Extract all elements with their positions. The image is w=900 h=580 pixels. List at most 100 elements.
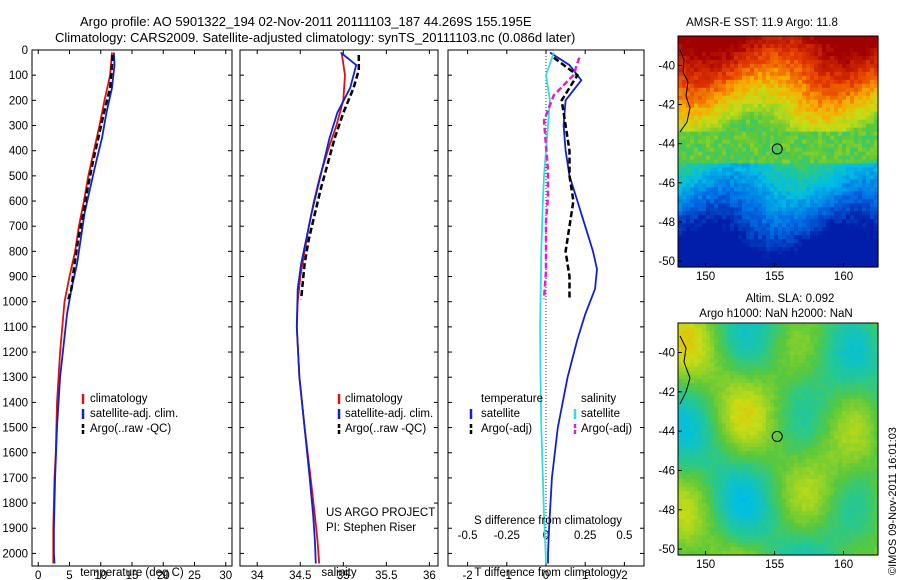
map-cell bbox=[794, 43, 799, 49]
map-cell bbox=[818, 375, 823, 380]
map-cell bbox=[718, 91, 723, 97]
map-cell bbox=[830, 115, 835, 121]
map-cell bbox=[790, 403, 795, 408]
map-cell bbox=[718, 403, 723, 408]
map-cell bbox=[798, 199, 803, 204]
map-cell bbox=[778, 375, 783, 380]
map-cell bbox=[790, 63, 795, 69]
map-cell bbox=[742, 227, 747, 232]
map-cell bbox=[778, 371, 783, 376]
map-cell bbox=[838, 375, 843, 380]
map-cell bbox=[694, 143, 699, 149]
difference-axis: -2 -1 0 1 2-0.5 -0.25 0 0.25 0.5 bbox=[448, 49, 644, 580]
map-cell bbox=[794, 195, 799, 200]
map-cell bbox=[690, 259, 695, 264]
map-cell bbox=[866, 143, 871, 149]
map-cell bbox=[802, 47, 807, 53]
map-cell bbox=[838, 407, 843, 412]
map-cell bbox=[798, 395, 803, 400]
map-cell bbox=[858, 91, 863, 97]
map-cell bbox=[754, 455, 759, 460]
map-cell bbox=[706, 79, 711, 85]
legend-label-climatology: climatology bbox=[90, 393, 148, 405]
map-cell bbox=[826, 111, 831, 117]
map-cell bbox=[806, 431, 811, 436]
x2-tick-label: -0.5 bbox=[458, 530, 478, 542]
map-cell bbox=[794, 455, 799, 460]
map-cell bbox=[842, 187, 847, 192]
map-cell bbox=[734, 367, 739, 372]
map-cell bbox=[754, 215, 759, 220]
map-cell bbox=[746, 107, 751, 113]
map-cell bbox=[842, 71, 847, 77]
map-cell bbox=[802, 351, 807, 356]
map-cell bbox=[818, 459, 823, 464]
map-cell bbox=[806, 139, 811, 145]
map-cell bbox=[678, 87, 683, 93]
map-cell bbox=[690, 355, 695, 360]
map-cell bbox=[730, 43, 735, 49]
map-cell bbox=[814, 379, 819, 384]
map-cell bbox=[718, 223, 723, 228]
map-cell bbox=[790, 391, 795, 396]
map-cell bbox=[694, 235, 699, 240]
map-cell bbox=[766, 247, 771, 252]
map-cell bbox=[758, 439, 763, 444]
map-cell bbox=[710, 71, 715, 77]
map-cell bbox=[870, 399, 875, 404]
map-cell bbox=[678, 135, 683, 141]
map-cell bbox=[810, 235, 815, 240]
map-cell bbox=[810, 443, 815, 448]
map-cell bbox=[678, 55, 683, 61]
map-cell bbox=[810, 123, 815, 129]
map-cell bbox=[830, 36, 835, 41]
map-cell bbox=[778, 36, 783, 41]
map-cell bbox=[834, 83, 839, 89]
map-cell bbox=[858, 155, 863, 161]
difference-x2label: S difference from climatology bbox=[474, 515, 622, 527]
map-cell bbox=[830, 235, 835, 240]
map-cell bbox=[870, 183, 875, 188]
map-cell bbox=[874, 103, 879, 109]
map-cell bbox=[862, 451, 867, 456]
map-cell bbox=[806, 147, 811, 153]
map-cell bbox=[702, 335, 707, 340]
map-cell bbox=[710, 371, 715, 376]
map-cell bbox=[778, 247, 783, 252]
map-cell bbox=[782, 347, 787, 352]
map-cell bbox=[746, 179, 751, 184]
map-cell bbox=[842, 159, 847, 165]
map-cell bbox=[794, 83, 799, 89]
map-cell bbox=[806, 47, 811, 53]
map-cell bbox=[798, 36, 803, 41]
map-cell bbox=[778, 115, 783, 121]
map-cell bbox=[678, 443, 683, 448]
map-cell bbox=[738, 375, 743, 380]
map-cell bbox=[766, 203, 771, 208]
map-cell bbox=[766, 95, 771, 101]
map-cell bbox=[790, 119, 795, 125]
map-cell bbox=[734, 231, 739, 236]
map-cell bbox=[790, 327, 795, 332]
map-cell bbox=[830, 463, 835, 468]
map-cell bbox=[834, 447, 839, 452]
map-cell bbox=[834, 439, 839, 444]
map-cell bbox=[870, 79, 875, 85]
map-cell bbox=[842, 43, 847, 49]
map-cell bbox=[710, 435, 715, 440]
map-cell bbox=[830, 123, 835, 129]
map-cell bbox=[874, 111, 879, 117]
map-cell bbox=[746, 47, 751, 53]
map-cell bbox=[686, 195, 691, 200]
map-cell bbox=[774, 143, 779, 149]
map-cell bbox=[698, 155, 703, 161]
map-cell bbox=[758, 127, 763, 133]
map-cell bbox=[794, 123, 799, 129]
map-cell bbox=[810, 343, 815, 348]
map-cell bbox=[790, 75, 795, 81]
map-cell bbox=[870, 323, 875, 328]
map-cell bbox=[762, 231, 767, 236]
map-cell bbox=[722, 143, 727, 149]
map-cell bbox=[738, 167, 743, 173]
map-cell bbox=[842, 455, 847, 460]
